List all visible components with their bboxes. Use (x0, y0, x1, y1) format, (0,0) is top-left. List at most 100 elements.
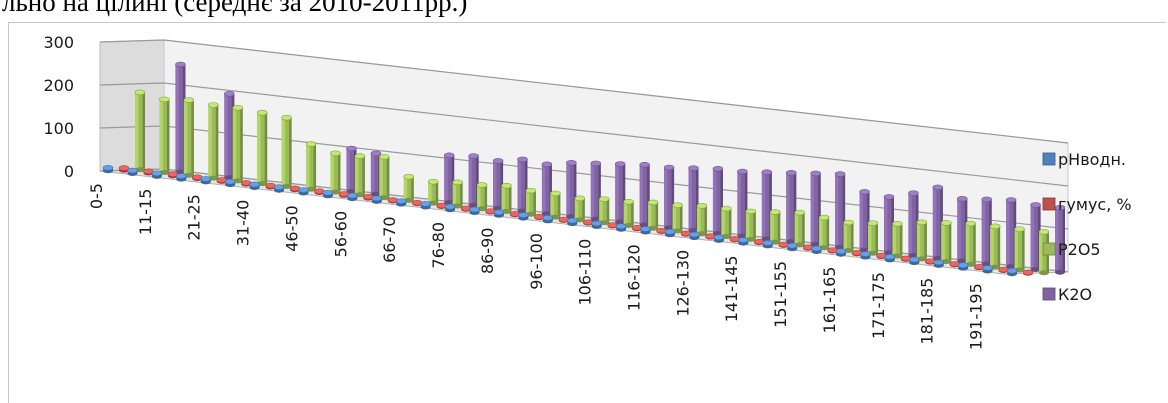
x-tick-label: 141-145 (722, 255, 741, 322)
bar (518, 212, 529, 221)
bar (330, 150, 341, 195)
x-tick-label: 0-5 (87, 183, 106, 209)
bar (908, 256, 920, 266)
bar (762, 240, 773, 249)
bar (232, 104, 244, 184)
bar (712, 165, 724, 236)
bar (876, 252, 887, 260)
chart-caption: льно на цілині (середнє за 2010-2011рр.) (2, 0, 468, 17)
bar (436, 202, 447, 209)
x-tick-label: 46-50 (282, 205, 301, 252)
bar (1014, 226, 1025, 273)
y-tick-label: 300 (43, 33, 74, 52)
bar (102, 164, 114, 174)
bar (818, 214, 830, 251)
x-tick-label: 171-175 (869, 272, 888, 339)
bar (550, 190, 561, 220)
x-tick-label: 21-25 (185, 194, 204, 241)
y-tick-label: 200 (43, 76, 74, 95)
x-tick-label: 106-110 (576, 239, 595, 306)
bar (656, 227, 667, 234)
x-tick-label: 76-80 (429, 222, 448, 268)
bar (443, 152, 455, 206)
bar (460, 205, 472, 212)
legend-label: К2О (1058, 285, 1092, 304)
bar (737, 237, 749, 246)
legend-label: Р2О5 (1058, 240, 1101, 259)
x-tick-label: 86-90 (478, 228, 497, 275)
bar (517, 156, 528, 214)
bar (859, 189, 870, 253)
x-tick-label: 11-15 (136, 189, 155, 236)
gridline (99, 39, 1069, 144)
bar (192, 174, 203, 182)
bar (761, 169, 773, 242)
bar (574, 195, 586, 223)
legend-swatch (1042, 197, 1056, 211)
bar (949, 261, 960, 268)
gridline (99, 82, 1069, 187)
bar (834, 171, 846, 250)
bar (737, 168, 748, 239)
bar (884, 254, 896, 263)
bar (957, 262, 969, 271)
bar (566, 217, 578, 227)
bar (835, 248, 847, 257)
legend: рНводн. гумус, % Р2О5 К2О (1042, 150, 1132, 304)
bar (354, 153, 366, 198)
bar (590, 160, 602, 222)
bar (273, 184, 285, 193)
bar (224, 178, 236, 188)
x-tick-label: 56-60 (331, 211, 350, 257)
bar (427, 178, 439, 206)
bar (281, 114, 292, 189)
bar (680, 230, 692, 237)
bar (347, 192, 358, 202)
bar (1054, 204, 1066, 275)
bar (338, 191, 350, 198)
bar (469, 206, 480, 216)
bar (1006, 267, 1018, 277)
bar (688, 165, 699, 233)
bar (973, 264, 985, 271)
bar (900, 255, 912, 262)
bar (501, 182, 512, 215)
bar (916, 219, 928, 262)
bar (933, 259, 944, 268)
bar (420, 201, 431, 210)
legend-swatch (1042, 152, 1056, 166)
bar (940, 220, 952, 265)
bar (639, 161, 650, 228)
bar (745, 208, 757, 242)
x-tick-label: 96-100 (527, 233, 546, 290)
bar (452, 179, 463, 209)
bar (860, 251, 871, 260)
legend-swatch (1042, 242, 1056, 256)
bar (395, 198, 407, 207)
bar (998, 266, 1009, 273)
bar (265, 182, 276, 190)
bar (982, 265, 993, 274)
x-tick-label: 116-120 (625, 244, 644, 311)
bar (811, 245, 822, 254)
y-axis-ticks: 0 100 200 300 (43, 33, 74, 181)
chart-frame (8, 22, 1166, 403)
legend-swatch (1042, 287, 1056, 301)
bar (867, 220, 879, 256)
bar (176, 173, 187, 182)
bar (200, 176, 212, 185)
bar (159, 96, 170, 176)
x-tick-label: 151-155 (771, 261, 790, 328)
bar (631, 225, 643, 232)
bar (640, 226, 651, 235)
bar (542, 215, 554, 224)
x-tick-label: 126-130 (673, 250, 692, 317)
bar (705, 233, 716, 240)
x-tick-label: 31-40 (234, 200, 253, 247)
bar (786, 242, 798, 252)
bar (208, 102, 219, 181)
bar (468, 153, 479, 208)
bar (379, 153, 390, 201)
legend-label: гумус, % (1058, 195, 1132, 214)
